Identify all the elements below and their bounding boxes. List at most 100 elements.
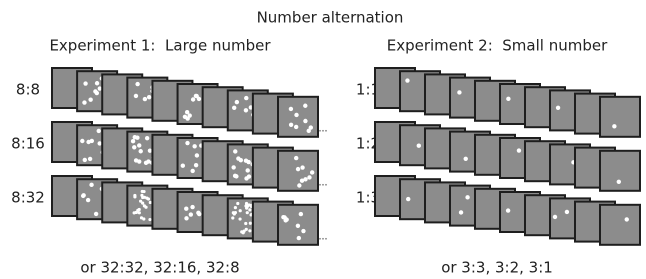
ellipsis-dot: [319, 130, 321, 132]
stimulus-dot: [238, 217, 241, 220]
row-label: 8:16: [11, 135, 45, 153]
stimulus-dot: [135, 82, 139, 86]
frame: [600, 151, 640, 191]
stimulus-dot: [95, 81, 99, 85]
figure: Number alternation Experiment 1: Large n…: [0, 0, 646, 279]
stimulus-dot: [307, 175, 311, 179]
stimulus-dot: [97, 129, 101, 133]
stimulus-dot: [83, 81, 87, 85]
stimulus-dot: [234, 174, 238, 178]
stimulus-dot: [309, 125, 313, 129]
ellipsis-dot: [319, 238, 321, 240]
ellipsis-dot: [325, 238, 327, 240]
stimulus-dot: [143, 97, 147, 101]
row-label: 8:32: [11, 189, 45, 207]
stimulus-dot: [147, 95, 151, 99]
stimulus-dot: [189, 212, 193, 216]
stimulus-dot: [625, 217, 629, 221]
panel-title: Experiment 2: Small number: [387, 37, 608, 55]
stimulus-dot: [195, 153, 199, 157]
stimulus-dot: [135, 211, 138, 214]
stimulus-dot: [244, 176, 248, 180]
figure-title: Number alternation: [257, 9, 404, 27]
stimulus-dot: [139, 200, 142, 203]
stimulus-dot: [232, 106, 236, 110]
frame: [600, 97, 640, 137]
stimulus-dot: [556, 106, 560, 110]
stimulus-dot: [184, 216, 188, 220]
stimulus-dot: [303, 119, 307, 123]
stimulus-dot: [246, 168, 250, 172]
stimulus-dot: [294, 113, 298, 117]
stimulus-dot: [249, 222, 252, 225]
stimulus-dot: [192, 144, 196, 148]
stimulus-dot: [244, 108, 248, 112]
stimulus-dot: [149, 201, 152, 204]
stimulus-dot: [93, 89, 97, 93]
stimulus-dot: [185, 141, 189, 145]
stimulus-dot: [245, 202, 248, 205]
stimulus-dot: [289, 107, 293, 111]
stimulus-dot: [80, 139, 84, 143]
stimulus-dot: [196, 211, 200, 215]
stimulus-dot: [232, 211, 235, 214]
stimulus-dot: [459, 210, 463, 214]
stimulus-dot: [297, 236, 301, 240]
stimulus-dot: [612, 124, 616, 128]
frame: [600, 205, 640, 245]
stimulus-dot: [147, 197, 150, 200]
stimulus-dot: [134, 94, 138, 98]
stimulus-dot: [191, 97, 195, 101]
stimulus-dot: [244, 222, 247, 225]
stimulus-dot: [231, 165, 235, 169]
stimulus-dot: [140, 194, 143, 197]
stimulus-dot: [138, 211, 141, 214]
frame: [278, 97, 318, 137]
stimulus-dot: [239, 209, 242, 212]
stimulus-dot: [506, 97, 510, 101]
ellipsis-dot: [325, 184, 327, 186]
stimulus-dot: [296, 167, 300, 171]
stimulus-dot: [86, 198, 90, 202]
stimulus-dot: [283, 218, 287, 222]
ellipsis-dot: [325, 130, 327, 132]
stimulus-dot: [294, 156, 298, 160]
ellipsis-dot: [322, 238, 324, 240]
stimulus-dot: [82, 100, 86, 104]
stimulus-dot: [289, 123, 293, 127]
stimulus-dot: [184, 207, 188, 211]
stimulus-dot: [565, 210, 569, 214]
stimulus-dot: [553, 215, 557, 219]
stimulus-dot: [300, 165, 304, 169]
stimulus-dot: [246, 211, 249, 214]
stimulus-dot: [294, 125, 298, 129]
stimulus-dot: [299, 212, 303, 216]
stimulus-dot: [94, 212, 98, 216]
stimulus-dot: [148, 218, 151, 221]
row-label: 8:8: [16, 81, 40, 99]
stimulus-dot: [465, 195, 469, 199]
stimulus-dot: [145, 136, 149, 140]
stimulus-dot: [297, 183, 301, 187]
ellipsis-dot: [322, 184, 324, 186]
stimulus-dot: [417, 143, 421, 147]
stimulus-dot: [137, 159, 141, 163]
stimulus-dot: [133, 195, 136, 198]
stimulus-dot: [88, 97, 92, 101]
stimulus-dot: [457, 90, 461, 94]
stimulus-dot: [132, 145, 136, 149]
stimulus-dot: [236, 156, 240, 160]
stimulus-dot: [406, 197, 410, 201]
stimulus-dot: [89, 183, 93, 187]
stimulus-dot: [296, 224, 300, 228]
stimulus-dot: [142, 217, 145, 220]
stimulus-dot: [137, 143, 141, 147]
stimulus-dot: [240, 230, 243, 233]
stimulus-dot: [245, 228, 248, 231]
stimulus-dot: [244, 96, 248, 100]
stimulus-dot: [86, 140, 90, 144]
stimulus-dot: [131, 139, 135, 143]
stimulus-dot: [248, 208, 251, 211]
stimulus-dot: [231, 216, 234, 219]
stimulus-dot: [181, 163, 185, 167]
